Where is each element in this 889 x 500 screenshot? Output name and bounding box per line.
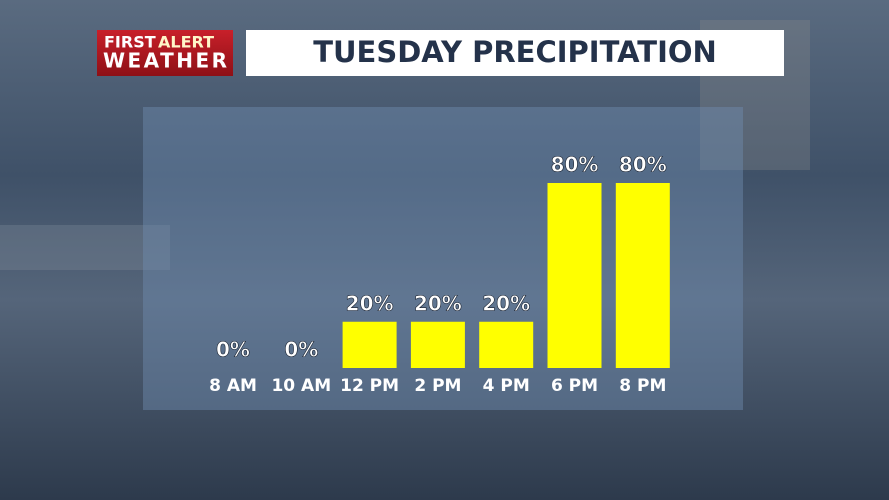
value-label: 0% xyxy=(284,338,318,362)
logo-text: WEATHER xyxy=(103,49,227,73)
value-label: 0% xyxy=(216,338,250,362)
x-tick-label: 2 PM xyxy=(414,376,461,396)
x-tick-label: 8 AM xyxy=(209,376,257,396)
logo-text: ALERT xyxy=(158,33,214,52)
logo-box xyxy=(97,30,233,76)
value-label: 80% xyxy=(551,153,599,177)
value-label: 20% xyxy=(482,291,530,315)
x-tick-label: 8 PM xyxy=(619,376,666,396)
title-box xyxy=(246,30,784,76)
value-label: 20% xyxy=(414,291,462,315)
x-tick-label: 10 AM xyxy=(271,376,331,396)
x-tick-label: 12 PM xyxy=(340,376,399,396)
bar xyxy=(547,183,602,368)
value-label: 80% xyxy=(619,153,667,177)
bar xyxy=(410,321,465,368)
bar xyxy=(479,321,534,368)
x-tick-label: 4 PM xyxy=(483,376,530,396)
chart-title: TUESDAY PRECIPITATION xyxy=(313,35,717,69)
bar xyxy=(615,183,670,368)
x-tick-label: 6 PM xyxy=(551,376,598,396)
logo-text: FIRST xyxy=(104,33,156,52)
bar xyxy=(342,321,397,368)
value-label: 20% xyxy=(346,291,394,315)
reflection xyxy=(0,225,170,270)
